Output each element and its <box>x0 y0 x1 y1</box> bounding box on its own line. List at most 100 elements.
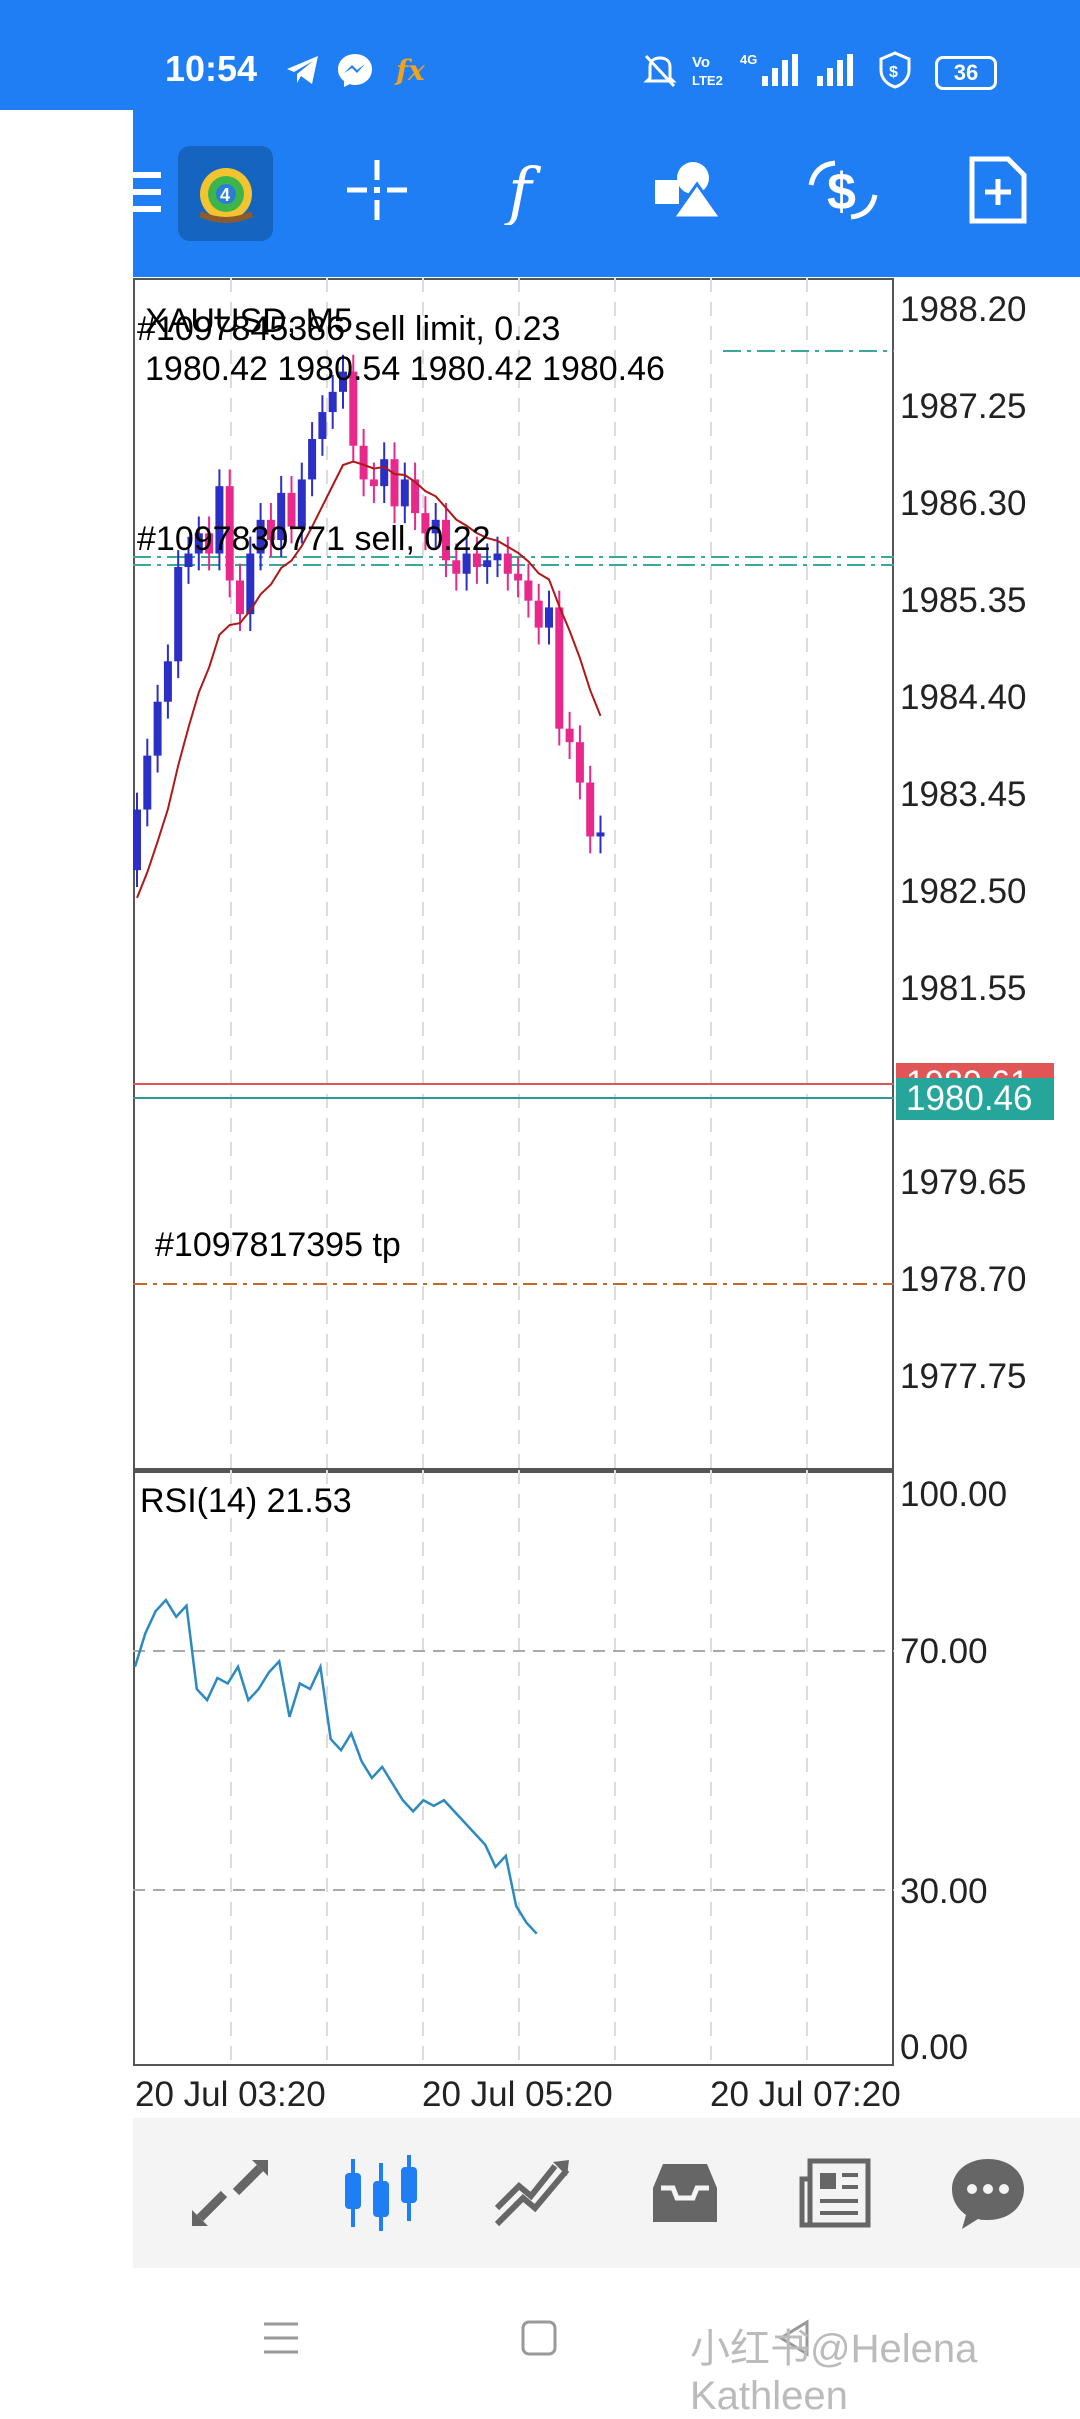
system-navigation: 小红书@Helena Kathleen <box>0 2270 1080 2418</box>
bottom-navigation <box>133 2118 1080 2268</box>
svg-text:4G: 4G <box>740 52 757 67</box>
candle-body <box>555 607 564 729</box>
candle-body <box>328 391 337 413</box>
vpn-shield-icon: $ <box>879 51 911 89</box>
price-tick: 1977.75 <box>900 1357 1027 1396</box>
menu-icon[interactable] <box>133 170 161 214</box>
candle-body <box>524 580 533 601</box>
order-label-sell-limit: #1097845386 sell limit, 0.23 <box>137 310 561 348</box>
candle-body <box>514 573 523 581</box>
indicator-f-icon[interactable]: f <box>480 140 580 240</box>
rsi-tick: 100.00 <box>900 1475 1008 1514</box>
candle-body <box>297 479 306 527</box>
news-icon[interactable] <box>781 2138 891 2248</box>
price-tick: 1981.55 <box>900 969 1027 1008</box>
candle-body <box>472 553 481 567</box>
price-tick: 1986.30 <box>900 484 1027 523</box>
candle-body <box>133 809 141 871</box>
rsi-label: RSI(14) 21.53 <box>140 1482 352 1520</box>
candle-body <box>534 600 543 628</box>
candle-body <box>390 459 399 507</box>
ohlc-label: 1980.42 1980.54 1980.42 1980.46 <box>145 350 665 388</box>
time-tick: 20 Jul 07:20 <box>710 2075 901 2114</box>
back-icon[interactable] <box>775 2318 813 2358</box>
rsi-tick: 0.00 <box>900 2028 969 2067</box>
watermark: 小红书@Helena Kathleen <box>690 2327 978 2418</box>
candle-body <box>308 439 317 480</box>
home-icon[interactable] <box>520 2318 558 2358</box>
volte-icon: Vo LTE2 <box>692 54 723 88</box>
status-bar: 10:54 fx Vo LTE2 4G $ 36 <box>0 0 1080 110</box>
price-tick: 1985.35 <box>900 581 1027 620</box>
candle-body <box>349 371 358 446</box>
candle-body <box>400 479 409 507</box>
price-chart[interactable] <box>133 278 894 1470</box>
bid-price-tag: 1980.46 <box>896 1078 1054 1120</box>
symbol-label: XAUUSD, M5 <box>145 302 353 340</box>
candle-body <box>586 782 595 837</box>
candle-body <box>462 553 471 574</box>
candle-body <box>184 553 193 567</box>
order-label-tp: #1097817395 tp <box>155 1226 401 1264</box>
candle-body <box>318 412 327 439</box>
candle-body <box>431 519 440 534</box>
messenger-icon <box>338 54 372 87</box>
battery-indicator: 36 <box>935 56 997 90</box>
price-tick: 1982.50 <box>900 872 1027 911</box>
price-tick: 1988.20 <box>900 290 1027 329</box>
svg-text:f: f <box>504 155 542 225</box>
price-tick: 1983.45 <box>900 775 1027 814</box>
candle-body <box>421 513 430 534</box>
svg-text:$: $ <box>827 163 856 221</box>
candle-body <box>225 486 234 581</box>
objects-icon[interactable] <box>638 140 738 240</box>
rsi-tick: 70.00 <box>900 1632 988 1671</box>
price-tick: 1979.65 <box>900 1163 1027 1202</box>
order-label-sell: #1097830771 sell, 0.22 <box>137 520 491 558</box>
price-tick: 1984.40 <box>900 678 1027 717</box>
price-chart-plot <box>133 278 894 1470</box>
metatrader-logo-icon[interactable]: 4 <box>178 146 273 241</box>
candle-body <box>143 755 152 810</box>
fx-icon: fx <box>394 54 425 87</box>
rsi-line <box>133 1598 538 1935</box>
candle-body <box>493 553 502 561</box>
candle-body <box>194 533 203 554</box>
rsi-tick: 30.00 <box>900 1872 988 1911</box>
chart-icon[interactable] <box>326 2138 436 2248</box>
rsi-chart[interactable] <box>133 1470 894 2066</box>
signal-icon <box>817 54 853 86</box>
messages-icon[interactable] <box>933 2138 1043 2248</box>
trade-icon[interactable] <box>478 2138 588 2248</box>
candle-body <box>380 459 389 487</box>
candle-body <box>575 742 584 783</box>
chart-toolbar: 4 f $ <box>133 110 1080 277</box>
svg-text:$: $ <box>889 64 898 81</box>
currency-icon[interactable]: $ <box>793 140 893 240</box>
4g-signal-icon: 4G <box>740 52 798 86</box>
left-panel <box>0 110 133 277</box>
candle-body <box>215 486 224 554</box>
recent-apps-icon[interactable] <box>262 2318 300 2358</box>
svg-text:LTE2: LTE2 <box>692 73 723 88</box>
svg-text:4: 4 <box>220 185 230 205</box>
candle-body <box>256 519 265 554</box>
candle-body <box>339 371 347 392</box>
candle-body <box>545 607 553 628</box>
time-tick: 20 Jul 03:20 <box>135 2075 326 2114</box>
mute-icon <box>643 54 677 88</box>
price-tick: 1987.25 <box>900 387 1027 426</box>
candles <box>133 354 605 887</box>
candle-body <box>205 533 214 554</box>
candle-body <box>174 567 183 662</box>
candle-body <box>246 553 255 615</box>
new-order-icon[interactable] <box>948 140 1048 240</box>
history-icon[interactable] <box>630 2138 740 2248</box>
candle-body <box>277 492 286 541</box>
crosshair-icon[interactable] <box>327 140 427 240</box>
chart-grid <box>230 278 808 1470</box>
candle-body <box>287 492 296 527</box>
candle-body <box>596 832 605 837</box>
svg-text:Vo: Vo <box>692 54 710 71</box>
quotes-icon[interactable] <box>175 2138 285 2248</box>
